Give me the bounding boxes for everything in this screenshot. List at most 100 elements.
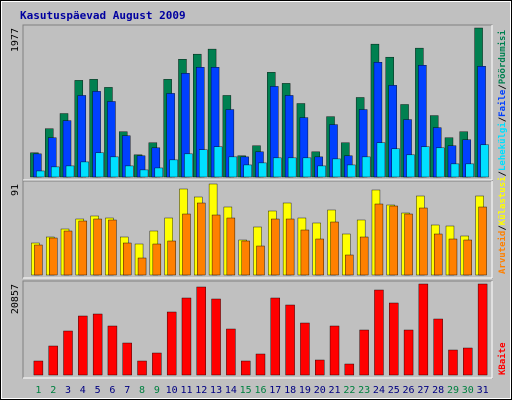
bar [329,325,340,376]
bar [376,142,386,178]
bar [359,329,369,376]
bar [78,220,88,276]
legend-entry: Arvuteid [497,231,508,274]
bar [389,205,398,276]
bar [181,297,192,376]
bar [287,157,297,178]
bar [63,330,73,376]
x-tick-label: 2 [50,385,56,396]
bar [154,167,164,178]
bar [315,238,324,276]
bar [34,244,43,276]
bar [435,147,445,178]
x-tick-label: 18 [284,385,296,396]
legend-separator: / [498,171,508,176]
x-tick-label: 7 [124,385,130,396]
bar [361,156,371,178]
bar [125,165,134,178]
bar [315,359,325,376]
bar [226,217,236,276]
x-tick-label: 4 [80,385,86,396]
legend-entry: Lehekülgi [497,122,508,171]
x-tick-label: 23 [358,385,370,396]
bar [211,214,221,276]
bar [273,157,282,178]
bar [240,360,251,376]
bar [184,153,193,178]
bar [197,202,206,276]
bar [418,283,429,376]
legend-separator: / [498,117,508,122]
bar [228,156,238,178]
legend-entry: KBaite [497,342,508,375]
bar [406,154,415,178]
bar [347,164,356,178]
bar [95,152,104,178]
x-tick-label: 11 [180,385,192,396]
bar [433,233,443,276]
bar [241,240,250,276]
bar [465,163,474,178]
bar [63,230,73,276]
x-tick-label: 30 [462,385,474,396]
bar [374,203,384,276]
x-tick-label: 16 [254,385,266,396]
bar [344,363,355,376]
legend-entry: Külastusi [497,176,508,225]
bar [49,237,58,276]
x-tick-label: 9 [154,385,160,396]
x-tick-label: 21 [329,385,341,396]
bar [404,213,413,276]
bar [270,297,281,376]
bar [93,218,102,276]
bar [463,239,472,276]
bar [256,245,265,276]
bar [478,206,487,276]
x-tick-label: 14 [225,385,237,396]
x-tick-label: 1 [35,385,41,396]
bar [152,243,162,276]
x-tick-label: 31 [477,385,489,396]
bar [152,352,162,376]
chart-title: Kasutuspäevad August 2009 [20,9,186,22]
bar [403,329,414,376]
bar [332,158,341,178]
bar [258,162,267,178]
bar [285,218,295,276]
bar [213,146,223,178]
bar [433,318,443,376]
bar [139,169,149,178]
bar [271,218,280,276]
bar [477,283,488,376]
x-tick-label: 19 [299,385,311,396]
bar [78,315,88,376]
bar [448,238,458,276]
bar [389,302,399,376]
x-tick-label: 28 [432,385,444,396]
x-tick-label: 26 [403,385,415,396]
x-tick-label: 22 [343,385,355,396]
bar [419,207,428,276]
bar [448,349,458,376]
x-tick-label: 3 [65,385,71,396]
bar [300,229,310,276]
bar [300,322,310,376]
bar [226,328,236,376]
bar [137,257,147,276]
bar [211,298,221,376]
x-tick-label: 24 [373,385,385,396]
bar [48,345,58,376]
x-tick-label: 25 [388,385,400,396]
y-tick-label: 20857 [10,284,21,314]
x-tick-label: 27 [417,385,429,396]
bar [317,165,326,178]
bar [302,157,312,178]
bar [374,289,384,376]
bar [182,213,191,276]
bar [285,304,295,376]
bar [80,161,90,178]
bar [243,164,252,178]
y-tick-label: 91 [10,184,21,196]
